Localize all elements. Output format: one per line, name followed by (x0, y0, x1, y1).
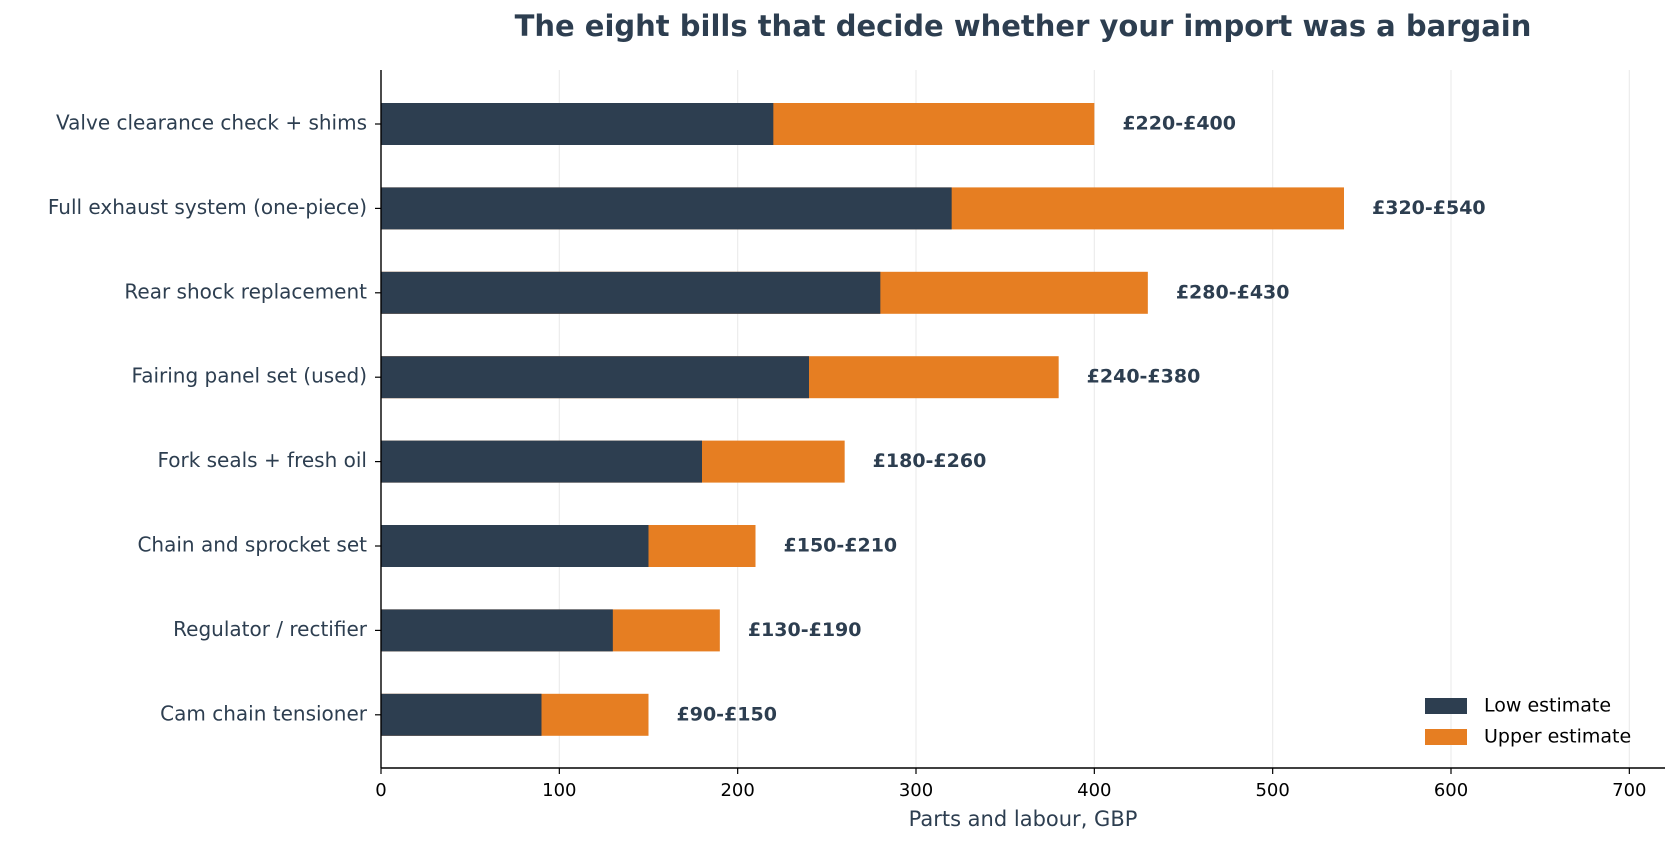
bar-low (381, 271, 881, 314)
value-label: £180-£260 (873, 450, 987, 472)
value-label: £130-£190 (748, 619, 862, 641)
x-tick-label: 700 (1612, 780, 1646, 801)
y-tick-label: Chain and sprocket set (137, 533, 367, 557)
value-label: £90-£150 (677, 703, 777, 725)
y-tick-label: Fairing panel set (used) (132, 364, 367, 388)
bar-low (381, 103, 774, 145)
chart-title: The eight bills that decide whether your… (515, 9, 1532, 43)
value-label: £240-£380 (1087, 366, 1201, 388)
value-label: £220-£400 (1122, 113, 1236, 135)
legend-label: Low estimate (1484, 695, 1611, 717)
bar-low (381, 440, 702, 483)
bar-low (381, 356, 809, 399)
x-tick-label: 500 (1255, 780, 1289, 801)
value-label: £320-£540 (1372, 197, 1486, 219)
value-label: £150-£210 (784, 535, 898, 557)
x-tick-label: 200 (720, 780, 754, 801)
y-tick-label: Rear shock replacement (124, 279, 367, 303)
x-tick-label: 0 (375, 780, 386, 801)
bar-low (381, 693, 542, 736)
x-tick-label: 400 (1077, 780, 1111, 801)
legend-swatch (1425, 698, 1467, 714)
value-label: £280-£430 (1176, 281, 1290, 303)
bar-low (381, 525, 649, 567)
bar-low (381, 609, 613, 652)
y-tick-label: Fork seals + fresh oil (157, 448, 367, 472)
x-axis-label: Parts and labour, GBP (909, 807, 1138, 831)
x-tick-label: 600 (1434, 780, 1468, 801)
legend-swatch (1425, 729, 1467, 745)
y-tick-label: Full exhaust system (one-piece) (48, 195, 367, 219)
y-tick-label: Cam chain tensioner (160, 701, 368, 725)
x-tick-label: 300 (899, 780, 933, 801)
legend-label: Upper estimate (1484, 726, 1631, 748)
x-tick-label: 100 (542, 780, 576, 801)
y-tick-label: Regulator / rectifier (173, 617, 368, 641)
y-tick-label: Valve clearance check + shims (56, 111, 367, 135)
bar-low (381, 187, 952, 230)
